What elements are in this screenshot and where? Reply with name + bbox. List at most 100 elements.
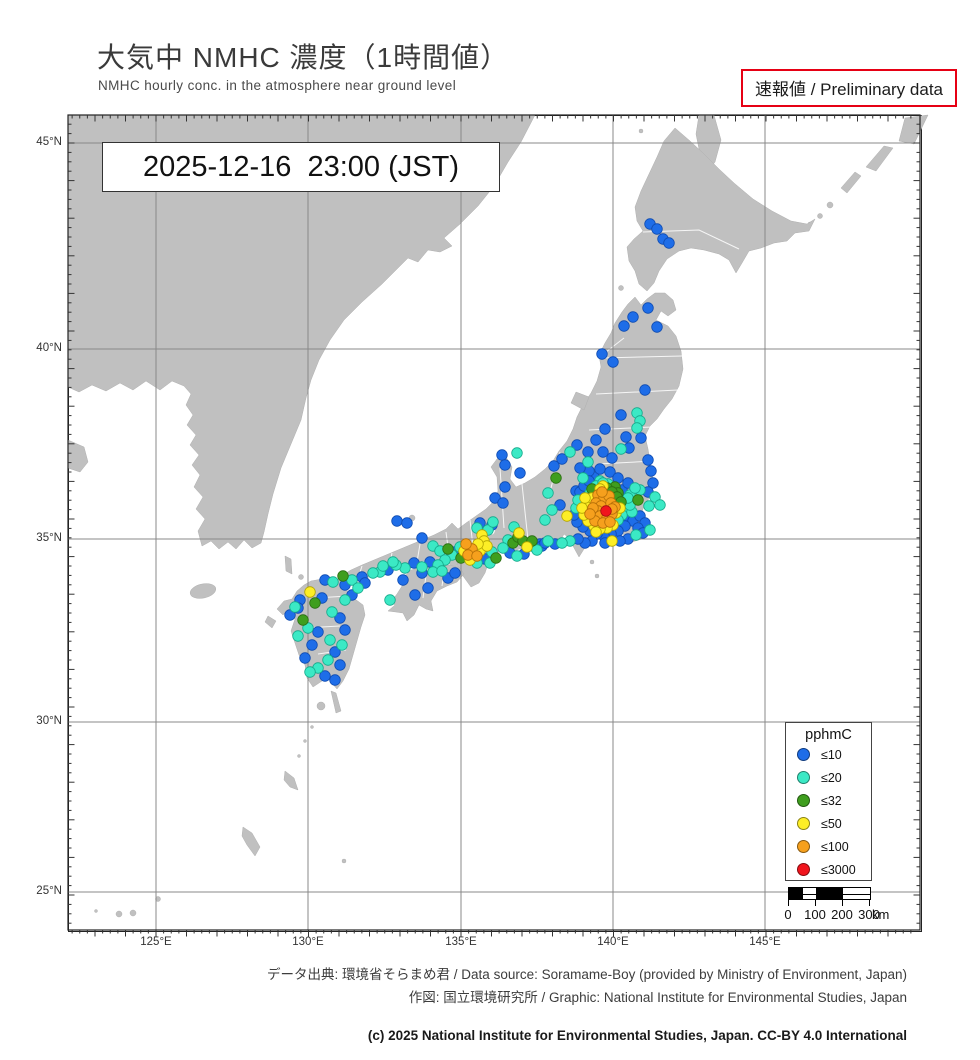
timestamp-box: 2025-12-16 23:00 (JST) bbox=[102, 142, 500, 192]
station-point bbox=[542, 535, 554, 547]
station-point bbox=[297, 614, 309, 626]
station-point bbox=[631, 422, 643, 434]
legend-item-label: ≤32 bbox=[821, 793, 842, 808]
axis-tick-layer bbox=[67, 114, 921, 937]
station-point bbox=[629, 482, 641, 494]
station-point bbox=[548, 460, 560, 472]
station-point bbox=[496, 449, 508, 461]
station-point bbox=[604, 466, 616, 478]
station-point bbox=[561, 510, 573, 522]
scale-bar-tick bbox=[842, 900, 843, 906]
station-point bbox=[391, 515, 403, 527]
kuril-island bbox=[898, 114, 929, 145]
station-point bbox=[487, 516, 499, 528]
lon-axis-label: 125°E bbox=[140, 936, 172, 948]
station-point bbox=[620, 431, 632, 443]
station-point bbox=[600, 505, 612, 517]
station-point bbox=[539, 514, 551, 526]
station-point bbox=[442, 543, 454, 555]
station-point bbox=[337, 570, 349, 582]
station-point bbox=[546, 504, 558, 516]
station-point bbox=[618, 320, 630, 332]
station-point bbox=[416, 532, 428, 544]
rishiri-island bbox=[638, 128, 644, 134]
station-point bbox=[590, 526, 602, 538]
izu-island bbox=[589, 559, 595, 565]
station-point bbox=[329, 646, 341, 658]
goto-island bbox=[264, 615, 277, 629]
station-point bbox=[397, 574, 409, 586]
tokara-island bbox=[303, 739, 307, 743]
kuril-island bbox=[826, 201, 834, 209]
lat-axis-label: 45°N bbox=[36, 136, 62, 148]
tokara-island bbox=[297, 754, 301, 758]
legend-item-label: ≤100 bbox=[821, 839, 849, 854]
station-point bbox=[352, 582, 364, 594]
station-point bbox=[564, 446, 576, 458]
amami-island bbox=[283, 770, 299, 791]
station-point bbox=[497, 542, 509, 554]
graphic-credit-line: 作図: 国立環境研究所 / Graphic: National Institut… bbox=[408, 990, 907, 1005]
station-point bbox=[594, 463, 606, 475]
station-point bbox=[606, 452, 618, 464]
station-point bbox=[299, 652, 311, 664]
station-points-layer bbox=[284, 218, 675, 686]
station-point bbox=[606, 535, 618, 547]
data-source-line: データ出典: 環境省そらまめ君 / Data source: Soramame-… bbox=[267, 967, 907, 982]
station-point bbox=[542, 487, 554, 499]
station-point bbox=[292, 630, 304, 642]
station-point bbox=[329, 674, 341, 686]
lat-axis-label: 25°N bbox=[36, 885, 62, 897]
legend-item: ≤50 bbox=[786, 812, 871, 835]
page-title: 大気中 NMHC 濃度（1時間値） bbox=[97, 42, 510, 73]
station-point bbox=[577, 472, 589, 484]
legend-item-label: ≤20 bbox=[821, 770, 842, 785]
station-point bbox=[416, 561, 428, 573]
station-point bbox=[654, 499, 666, 511]
station-point bbox=[582, 446, 594, 458]
station-point bbox=[499, 459, 511, 471]
scale-bar-tick bbox=[815, 900, 816, 906]
station-point bbox=[387, 556, 399, 568]
daito-island bbox=[341, 858, 347, 864]
station-point bbox=[556, 537, 568, 549]
station-point bbox=[306, 639, 318, 651]
legend-item: ≤20 bbox=[786, 766, 871, 789]
station-point bbox=[319, 670, 331, 682]
station-point bbox=[644, 524, 656, 536]
legend-dot-icon bbox=[797, 771, 810, 784]
station-point bbox=[615, 443, 627, 455]
copyright-line: (c) 2025 National Institute for Environm… bbox=[367, 1028, 907, 1043]
station-point bbox=[596, 348, 608, 360]
station-point bbox=[513, 527, 525, 539]
station-point bbox=[635, 432, 647, 444]
station-point bbox=[324, 634, 336, 646]
yonaguni-island bbox=[94, 909, 98, 913]
station-point bbox=[336, 639, 348, 651]
station-point bbox=[401, 517, 413, 529]
station-point bbox=[663, 237, 675, 249]
scale-bar-tick bbox=[788, 900, 789, 906]
lon-axis-label: 130°E bbox=[292, 936, 324, 948]
station-point bbox=[490, 552, 502, 564]
station-point bbox=[514, 467, 526, 479]
scale-bar-number: 300 bbox=[858, 907, 880, 922]
station-point bbox=[642, 454, 654, 466]
jeju-island bbox=[189, 583, 217, 599]
station-point bbox=[334, 659, 346, 671]
tsushima-island bbox=[284, 555, 293, 575]
station-point bbox=[367, 567, 379, 579]
station-point bbox=[304, 666, 316, 678]
station-point bbox=[596, 486, 608, 498]
kuril-island bbox=[840, 171, 862, 194]
izu-island bbox=[594, 573, 600, 579]
station-point bbox=[651, 223, 663, 235]
station-point bbox=[511, 550, 523, 562]
legend-item-label: ≤10 bbox=[821, 747, 842, 762]
tanegashima-island bbox=[330, 690, 342, 714]
station-point bbox=[550, 472, 562, 484]
legend-rows: ≤10 ≤20 ≤32 ≤50 ≤100 ≤3000 bbox=[786, 743, 871, 881]
continent-shape bbox=[67, 439, 89, 473]
station-point bbox=[436, 565, 448, 577]
